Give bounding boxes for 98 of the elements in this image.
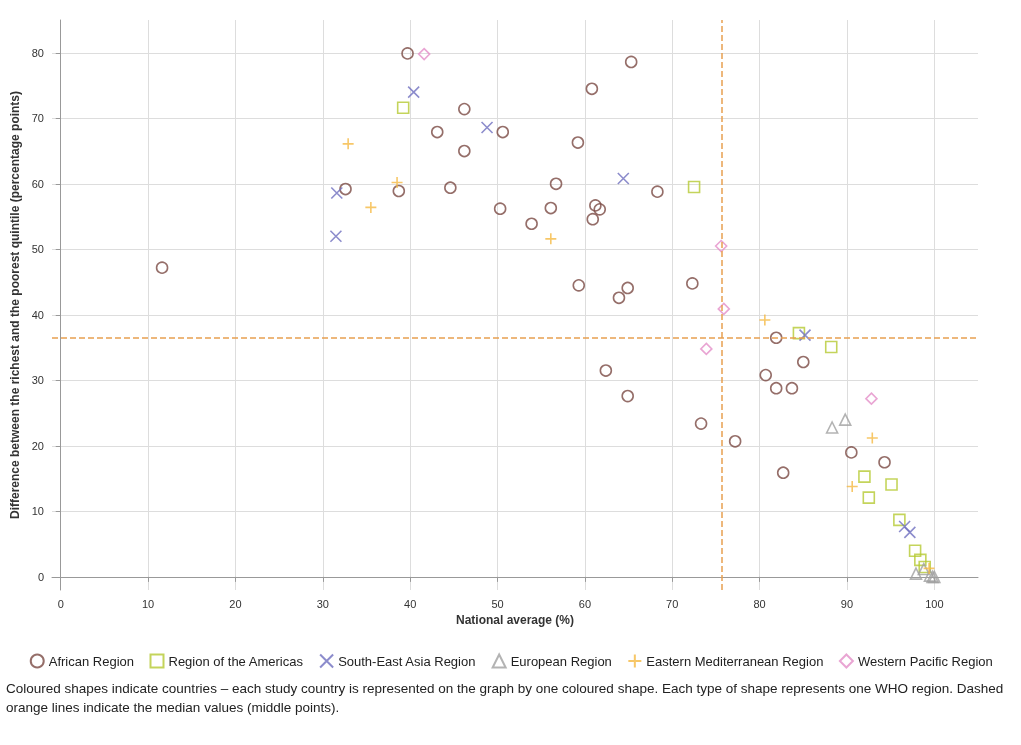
point <box>866 431 879 445</box>
point <box>480 121 494 134</box>
point <box>544 201 558 215</box>
point <box>717 302 731 316</box>
x-tick-label: 80 <box>753 597 766 610</box>
y-tick-label: 60 <box>31 177 44 190</box>
point <box>686 277 699 290</box>
y-tick-label: 30 <box>31 374 44 387</box>
legend-label: African Region <box>48 653 135 669</box>
y-tick-label: 40 <box>31 308 44 321</box>
point <box>825 421 839 434</box>
point <box>341 137 355 151</box>
point <box>687 180 701 194</box>
legend-label: European Region <box>510 653 612 669</box>
x-tick-label: 30 <box>316 597 329 610</box>
point <box>796 355 810 369</box>
point <box>758 313 772 327</box>
point <box>589 199 602 212</box>
x-tick-label: 90 <box>840 597 854 610</box>
point <box>621 281 634 295</box>
point <box>651 185 664 198</box>
point <box>364 201 378 214</box>
legend-label: Region of the Americas <box>168 653 304 669</box>
point <box>898 520 911 533</box>
legend-label: Western Pacific Region <box>857 653 993 669</box>
y-tick-label: 50 <box>31 243 44 256</box>
point <box>549 177 563 191</box>
point <box>430 125 444 139</box>
x-tick-label: 70 <box>666 597 679 610</box>
point <box>155 261 169 274</box>
point <box>396 101 410 115</box>
point <box>329 229 343 243</box>
point <box>593 203 607 216</box>
point <box>769 331 783 345</box>
point <box>544 232 558 246</box>
point <box>417 47 431 61</box>
point <box>865 392 878 405</box>
point <box>330 186 344 200</box>
point <box>903 526 917 539</box>
point <box>700 342 713 356</box>
point <box>798 328 812 342</box>
point <box>586 212 600 226</box>
x-tick-label: 10 <box>141 597 155 610</box>
text: Coloured shapes indicate countries – each study country is represented on the graph by one coloured shape. Each type of shape represents one WHO region. Dashed orange lines indicate the median values (middle points). <box>6 680 1005 717</box>
point <box>776 466 790 480</box>
point <box>785 381 799 395</box>
point <box>525 217 538 231</box>
point <box>621 389 634 403</box>
point <box>714 239 728 253</box>
point <box>858 470 871 483</box>
x-tick-label: 20 <box>229 597 242 610</box>
point <box>769 381 783 395</box>
point <box>845 446 858 459</box>
point <box>339 182 352 196</box>
x-tick-label: 0 <box>57 597 64 610</box>
point <box>759 368 773 382</box>
y-tick-label: 10 <box>31 505 44 518</box>
legend-label: Eastern Mediterranean Region <box>646 653 824 669</box>
point <box>862 491 876 504</box>
point <box>617 172 630 185</box>
point <box>914 553 927 567</box>
point <box>845 480 859 493</box>
point <box>458 102 471 116</box>
point <box>599 364 613 377</box>
x-tick-label: 40 <box>404 597 417 610</box>
y-tick-label: 20 <box>31 439 44 452</box>
point <box>624 55 638 69</box>
point <box>496 125 510 139</box>
point <box>571 136 585 149</box>
point <box>893 513 906 527</box>
x-tick-label: 50 <box>491 597 504 610</box>
point <box>728 434 742 448</box>
point <box>390 176 404 189</box>
point <box>908 544 922 557</box>
point <box>922 562 936 575</box>
point <box>407 85 420 99</box>
x-tick-label: 60 <box>578 597 592 610</box>
point <box>572 279 586 292</box>
point <box>612 291 626 305</box>
x-axis-title: National average (%) <box>455 612 575 627</box>
point <box>392 184 406 198</box>
point <box>493 202 507 215</box>
x-tick-label: 100 <box>925 597 944 610</box>
y-axis-title: Difference between the richest and the poorest quintile (percentage points) <box>7 90 22 520</box>
y-tick-label: 80 <box>31 46 44 59</box>
point <box>585 82 599 96</box>
point <box>909 567 923 580</box>
point <box>444 181 457 195</box>
y-tick-label: 0 <box>37 570 44 583</box>
point <box>824 340 838 354</box>
point <box>878 455 891 469</box>
point <box>838 413 852 426</box>
point <box>694 417 708 430</box>
point <box>401 47 414 60</box>
legend-label: South-East Asia Region <box>338 653 476 669</box>
point <box>458 144 471 158</box>
point <box>885 478 898 491</box>
y-tick-label: 70 <box>31 112 44 125</box>
